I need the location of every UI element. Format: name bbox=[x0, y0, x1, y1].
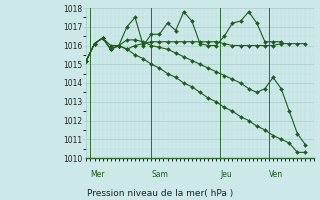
Text: Sam: Sam bbox=[151, 170, 168, 179]
Text: Mer: Mer bbox=[91, 170, 105, 179]
Text: Ven: Ven bbox=[269, 170, 283, 179]
Text: Pression niveau de la mer( hPa ): Pression niveau de la mer( hPa ) bbox=[87, 189, 233, 198]
Text: Jeu: Jeu bbox=[220, 170, 232, 179]
